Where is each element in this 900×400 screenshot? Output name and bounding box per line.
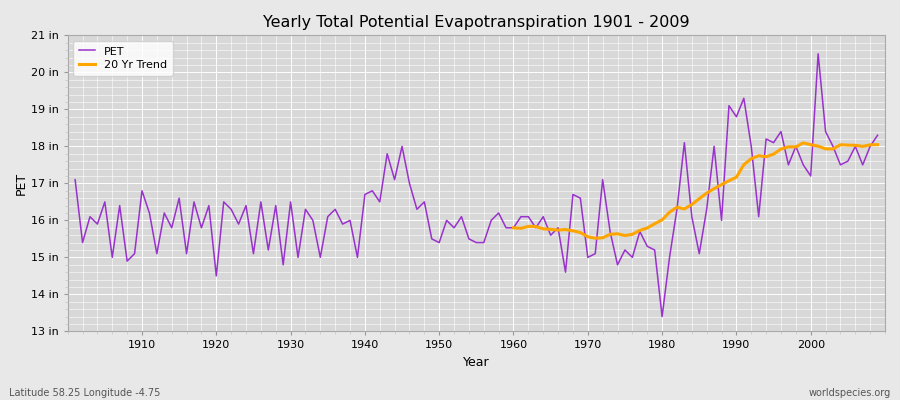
- PET: [508, 225, 519, 230]
- 20 Yr Trend: [627, 232, 638, 237]
- PET: [292, 255, 303, 260]
- 20 Yr Trend: [508, 225, 519, 230]
- 20 Yr Trend: [612, 231, 623, 236]
- 20 Yr Trend: [835, 142, 846, 147]
- 20 Yr Trend: [642, 226, 652, 230]
- 20 Yr Trend: [872, 142, 883, 147]
- PET: [69, 177, 80, 182]
- 20 Yr Trend: [545, 227, 556, 232]
- 20 Yr Trend: [538, 226, 549, 231]
- 20 Yr Trend: [619, 233, 630, 238]
- 20 Yr Trend: [783, 144, 794, 149]
- 20 Yr Trend: [790, 144, 801, 149]
- Text: Latitude 58.25 Longitude -4.75: Latitude 58.25 Longitude -4.75: [9, 388, 160, 398]
- 20 Yr Trend: [634, 228, 645, 233]
- PET: [598, 177, 608, 182]
- 20 Yr Trend: [590, 236, 600, 240]
- Y-axis label: PET: PET: [15, 172, 28, 195]
- 20 Yr Trend: [865, 142, 876, 147]
- 20 Yr Trend: [760, 154, 771, 159]
- 20 Yr Trend: [776, 147, 787, 152]
- 20 Yr Trend: [582, 234, 593, 239]
- 20 Yr Trend: [679, 206, 689, 211]
- PET: [813, 52, 824, 56]
- 20 Yr Trend: [842, 143, 853, 148]
- 20 Yr Trend: [664, 210, 675, 215]
- 20 Yr Trend: [687, 202, 698, 207]
- PET: [338, 222, 348, 226]
- 20 Yr Trend: [530, 224, 541, 229]
- 20 Yr Trend: [858, 144, 868, 149]
- PET: [130, 251, 140, 256]
- 20 Yr Trend: [516, 226, 526, 231]
- 20 Yr Trend: [701, 191, 712, 196]
- PET: [657, 314, 668, 319]
- 20 Yr Trend: [649, 221, 660, 226]
- 20 Yr Trend: [746, 156, 757, 161]
- 20 Yr Trend: [820, 146, 831, 151]
- 20 Yr Trend: [694, 196, 705, 201]
- 20 Yr Trend: [605, 232, 616, 237]
- Line: PET: PET: [75, 54, 878, 317]
- 20 Yr Trend: [575, 230, 586, 235]
- 20 Yr Trend: [753, 153, 764, 158]
- 20 Yr Trend: [813, 144, 824, 148]
- Line: 20 Yr Trend: 20 Yr Trend: [514, 143, 878, 238]
- PET: [500, 225, 511, 230]
- 20 Yr Trend: [553, 228, 563, 232]
- 20 Yr Trend: [806, 142, 816, 147]
- Title: Yearly Total Potential Evapotranspiration 1901 - 2009: Yearly Total Potential Evapotranspiratio…: [263, 15, 689, 30]
- 20 Yr Trend: [768, 152, 778, 156]
- 20 Yr Trend: [798, 140, 809, 145]
- 20 Yr Trend: [708, 186, 719, 191]
- 20 Yr Trend: [560, 227, 571, 232]
- Legend: PET, 20 Yr Trend: PET, 20 Yr Trend: [73, 41, 173, 76]
- 20 Yr Trend: [738, 162, 749, 167]
- 20 Yr Trend: [568, 228, 579, 233]
- 20 Yr Trend: [716, 182, 727, 187]
- 20 Yr Trend: [671, 205, 682, 210]
- X-axis label: Year: Year: [463, 356, 490, 369]
- 20 Yr Trend: [731, 175, 742, 180]
- 20 Yr Trend: [598, 236, 608, 240]
- 20 Yr Trend: [828, 146, 839, 151]
- 20 Yr Trend: [724, 178, 734, 183]
- 20 Yr Trend: [657, 218, 668, 222]
- 20 Yr Trend: [850, 143, 860, 148]
- PET: [872, 133, 883, 138]
- 20 Yr Trend: [523, 224, 534, 229]
- Text: worldspecies.org: worldspecies.org: [809, 388, 891, 398]
